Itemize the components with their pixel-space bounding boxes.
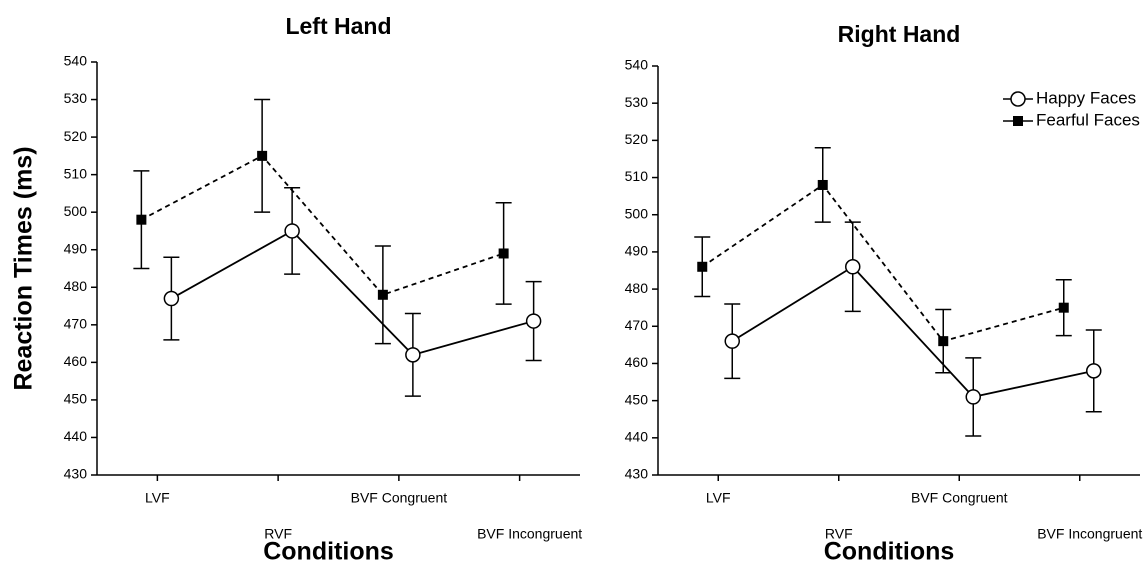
point (284, 223, 300, 239)
y-axis-label: Reaction Times (ms) (10, 146, 38, 390)
x-tick-label: RVF (264, 526, 292, 542)
y-tick-label: 440 (64, 428, 88, 444)
x-tick-label: LVF (706, 490, 731, 506)
y-tick-label: 520 (625, 131, 649, 147)
y-tick-label: 500 (625, 205, 649, 221)
point (697, 261, 708, 272)
point (965, 389, 981, 405)
x-axis-label: Conditions (824, 538, 955, 566)
y-tick-label: 430 (64, 466, 88, 482)
point (498, 248, 509, 259)
y-tick-label: 480 (64, 278, 88, 294)
point (938, 336, 949, 347)
x-tick-label: LVF (145, 490, 170, 506)
x-tick-label: BVF Congruent (911, 490, 1008, 506)
chart-title: Left Hand (285, 13, 391, 39)
legend-label: Fearful Faces (1036, 110, 1140, 129)
point (1086, 363, 1102, 379)
y-tick-label: 520 (64, 128, 88, 144)
point (1058, 302, 1069, 313)
point (405, 347, 421, 363)
y-tick-label: 540 (64, 53, 88, 69)
legend-marker (1010, 91, 1026, 107)
x-axis-label: Conditions (263, 538, 394, 566)
y-tick-label: 450 (625, 391, 649, 407)
y-tick-label: 460 (625, 354, 649, 370)
y-tick-label: 510 (64, 165, 88, 181)
series-line (170, 229, 534, 356)
point (257, 150, 268, 161)
x-tick-label: BVF Congruent (351, 490, 448, 506)
y-tick-label: 530 (625, 94, 649, 110)
point (136, 214, 147, 225)
y-tick-label: 540 (625, 57, 649, 73)
point (377, 289, 388, 300)
y-tick-label: 490 (64, 240, 88, 256)
y-tick-label: 460 (64, 353, 88, 369)
y-tick-label: 470 (64, 316, 88, 332)
y-tick-label: 440 (625, 429, 649, 445)
point (724, 333, 740, 349)
y-tick-label: 430 (625, 466, 649, 482)
legend-label: Happy Faces (1036, 88, 1136, 107)
series-line (701, 183, 1064, 343)
x-tick-label: RVF (825, 526, 853, 542)
x-tick-label: BVF Incongruent (1037, 526, 1142, 542)
x-tick-label: BVF Incongruent (477, 526, 582, 542)
series-line (140, 154, 504, 296)
y-tick-label: 530 (64, 90, 88, 106)
series-line (731, 265, 1094, 398)
point (845, 259, 861, 275)
y-tick-label: 500 (64, 203, 88, 219)
y-tick-label: 490 (625, 243, 649, 259)
y-tick-label: 480 (625, 280, 649, 296)
point (163, 290, 180, 307)
legend-marker (1013, 116, 1023, 126)
chart-title: Right Hand (838, 21, 961, 47)
y-tick-label: 510 (625, 168, 649, 184)
point (817, 179, 828, 190)
y-tick-label: 470 (625, 317, 649, 333)
point (525, 313, 542, 329)
y-tick-label: 450 (64, 391, 88, 407)
